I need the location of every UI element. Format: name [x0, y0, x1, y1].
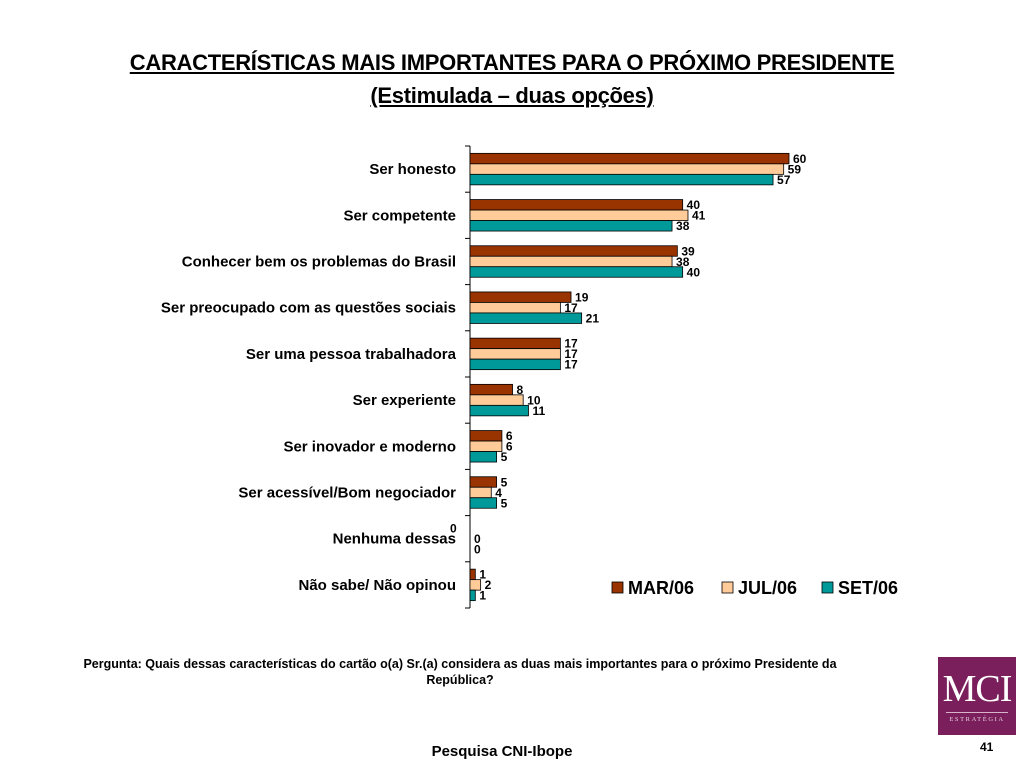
data-label: 17	[564, 301, 578, 315]
category-label: Ser experiente	[353, 392, 456, 409]
data-label: 1	[479, 589, 486, 603]
bar-set-06	[469, 312, 583, 324]
data-label: 5	[501, 496, 508, 510]
chart-title: CARACTERÍSTICAS MAIS IMPORTANTES PARA O …	[129, 50, 895, 75]
data-label: 39	[681, 244, 695, 258]
question-text: Pergunta: Quais dessas características d…	[83, 657, 837, 687]
mci-logo: MCI ESTRATÉGIA	[938, 657, 1016, 735]
data-label: 11	[532, 404, 545, 418]
logo-text: MCI	[942, 668, 1013, 710]
bar-jul-06	[469, 486, 492, 499]
bar-jul-06	[469, 394, 524, 406]
chart-subtitle: (Estimulada – duas opções)	[370, 83, 654, 108]
bar-jul-06	[469, 163, 785, 175]
data-label: 21	[586, 311, 600, 325]
bar-mar-06	[469, 291, 572, 303]
legend-label: MAR/06	[628, 578, 694, 598]
data-label: 4	[495, 486, 502, 500]
category-label: Ser preocupado com as questões sociais	[161, 300, 456, 317]
data-label: 1	[479, 568, 486, 582]
category-label: Ser acessível/Bom negociador	[238, 485, 456, 502]
bar-jul-06	[469, 440, 503, 452]
bar-mar-06	[469, 568, 476, 581]
bar-mar-06	[469, 476, 497, 488]
bar-set-06	[469, 266, 684, 278]
bar-mar-06	[469, 152, 790, 165]
bar-jul-06	[469, 348, 561, 360]
bar-mar-06	[469, 430, 503, 442]
data-label: 59	[788, 162, 802, 176]
data-label: 5	[501, 450, 508, 464]
data-label: 40	[687, 265, 701, 279]
category-label: Nenhuma dessas	[333, 531, 456, 548]
data-label: 5	[501, 475, 508, 489]
data-label: 0	[450, 521, 457, 535]
bar-set-06	[469, 173, 774, 186]
data-label: 8	[517, 383, 524, 397]
data-label: 41	[692, 209, 706, 223]
logo-divider	[946, 712, 1008, 713]
data-label: 38	[676, 219, 690, 233]
data-label: 60	[793, 152, 807, 166]
data-label: 17	[564, 337, 578, 351]
data-label: 40	[687, 198, 701, 212]
logo-subtext: ESTRATÉGIA	[949, 716, 1005, 723]
bar-mar-06	[469, 337, 561, 350]
category-label: Ser inovador e moderno	[283, 438, 456, 455]
category-label: Ser competente	[343, 207, 456, 224]
data-label: 0	[474, 542, 481, 556]
category-label: Conhecer bem os problemas do Brasil	[182, 254, 456, 271]
bar-jul-06	[469, 302, 561, 314]
data-label: 17	[564, 358, 578, 372]
data-label: 57	[777, 173, 791, 187]
bar-set-06	[469, 220, 673, 232]
category-label: Ser honesto	[369, 161, 456, 178]
data-label: 19	[575, 290, 589, 304]
page-number: 41	[980, 740, 994, 754]
bar-jul-06	[469, 255, 673, 268]
legend-label: JUL/06	[738, 578, 797, 598]
bar-set-06	[469, 589, 476, 602]
legend-label: SET/06	[838, 578, 898, 598]
bar-set-06	[469, 404, 529, 417]
data-label: 0	[474, 532, 481, 546]
data-label: 2	[485, 578, 492, 592]
legend-swatch-set-06	[821, 581, 834, 594]
legend-swatch-mar-06	[611, 581, 624, 594]
source-footer: Pesquisa CNI-Ibope	[431, 743, 573, 760]
bar-set-06	[469, 497, 497, 509]
bar-mar-06	[469, 383, 513, 396]
data-label: 6	[506, 440, 513, 454]
data-label: 10	[527, 393, 541, 407]
bar-jul-06	[469, 209, 689, 221]
category-label: Não sabe/ Não opinou	[298, 577, 456, 594]
data-label: 6	[506, 429, 513, 443]
legend-swatch-jul-06	[721, 581, 734, 594]
bar-mar-06	[469, 199, 684, 211]
category-label: Ser uma pessoa trabalhadora	[246, 346, 457, 363]
bar-mar-06	[469, 245, 678, 257]
bar-set-06	[469, 358, 561, 371]
bar-set-06	[469, 451, 497, 463]
data-label: 38	[676, 255, 690, 269]
data-label: 17	[564, 347, 578, 361]
